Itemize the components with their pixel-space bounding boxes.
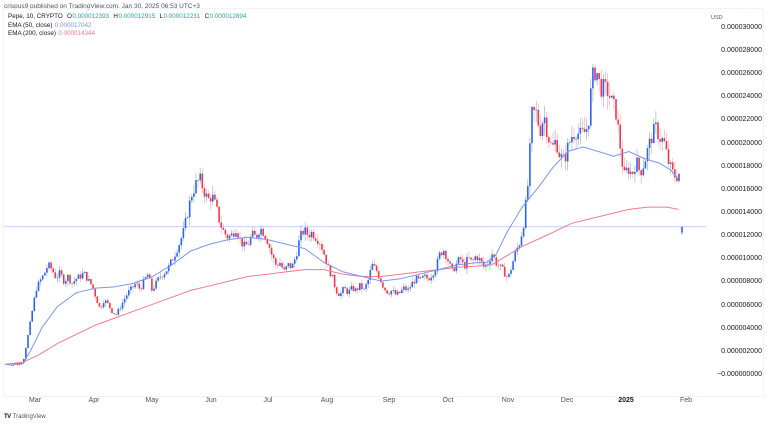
tradingview-brand: TradingView <box>12 414 46 420</box>
price-tick: 0.000016000 <box>721 185 762 193</box>
time-tick: Nov <box>501 397 515 404</box>
currency-label: USD <box>711 15 723 21</box>
price-tick: 0.000010000 <box>721 255 762 263</box>
price-tick: 0.000006000 <box>721 301 762 309</box>
symbol-label: Pepe, 10, CRYPTO <box>8 13 63 20</box>
price-tick: 0.000002000 <box>721 347 762 355</box>
time-tick: Sep <box>382 397 396 404</box>
price-tick: 0.000022000 <box>721 116 762 124</box>
price-tick: 0.000024000 <box>721 93 762 101</box>
tradingview-logo-icon: TV <box>4 414 11 420</box>
ema200-value: 0.000014344 <box>58 30 95 37</box>
close-label: C <box>204 13 210 20</box>
price-tick: 0.000020000 <box>721 139 762 147</box>
time-tick: May <box>145 397 159 404</box>
time-tick: Oct <box>442 397 454 404</box>
low-value: 0.000012231 <box>163 13 201 20</box>
ema200-line <box>4 206 679 365</box>
chart-legend: Pepe, 10, CRYPTO O0.000012393 H0.0000129… <box>8 13 246 39</box>
price-tick: 0.000014000 <box>721 209 762 217</box>
ema50-row[interactable]: EMA (50, close) 0.000017042 <box>8 22 246 31</box>
time-tick: Aug <box>320 397 334 404</box>
price-tick: 0.000008000 <box>721 278 762 286</box>
ohlc-row: Pepe, 10, CRYPTO O0.000012393 H0.0000129… <box>8 13 246 22</box>
low-label: L <box>159 13 164 20</box>
last-candle <box>681 226 683 233</box>
time-tick: Apr <box>88 397 100 404</box>
open-label: O <box>66 13 72 20</box>
price-tick: 0.000026000 <box>721 70 762 78</box>
ema200-label: EMA (200, close) <box>8 30 56 37</box>
ema200-row[interactable]: EMA (200, close) 0.000014344 <box>8 30 246 39</box>
price-tick: 0.000004000 <box>721 324 762 332</box>
close-value: 0.000012894 <box>209 13 247 20</box>
publish-info: crispus9 published on TradingView.com, J… <box>4 3 200 10</box>
candles <box>6 63 680 367</box>
ema50-line <box>4 146 679 365</box>
price-tick: 0.000018000 <box>721 162 762 170</box>
price-tick: −0.000000000 <box>717 371 762 378</box>
time-tick: 2025 <box>618 397 634 404</box>
open-value: 0.000012393 <box>72 13 110 20</box>
price-tick: 0.000028000 <box>721 47 762 55</box>
time-tick: Jun <box>205 397 217 404</box>
ema50-label: EMA (50, close) <box>8 21 53 29</box>
high-label: H <box>113 13 118 20</box>
time-tick: Feb <box>679 397 693 404</box>
price-tick: 0.000030000 <box>721 23 762 31</box>
chart-frame <box>3 8 764 397</box>
time-tick: Dec <box>560 397 574 404</box>
time-tick: Jul <box>263 397 273 404</box>
ema50-value: 0.000017042 <box>54 21 92 29</box>
tradingview-logo[interactable]: TV TradingView <box>4 414 46 420</box>
price-tick: 0.000012000 <box>721 232 762 240</box>
time-tick: Mar <box>28 397 42 404</box>
high-value: 0.000012915 <box>118 13 156 20</box>
